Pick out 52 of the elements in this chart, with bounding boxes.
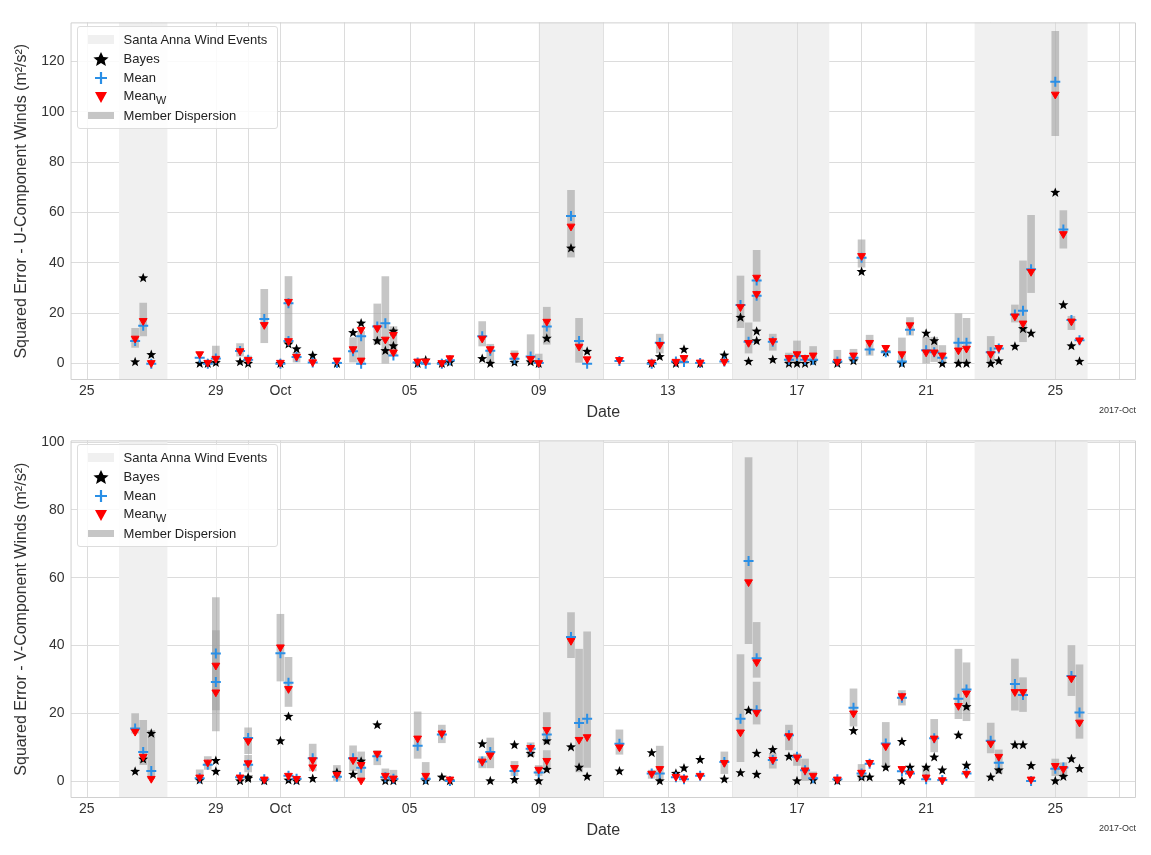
legend-label: Member Dispersion [123,108,237,124]
bar [575,648,583,773]
x-tick-label: 13 [660,800,676,817]
y-axis-title: Squared Error - U-Component Winds (m²/s²) [12,43,30,359]
x-tick-label: 09 [530,382,547,399]
x-tick-label: 09 [530,800,547,817]
text: 2017-Oct [1098,822,1137,833]
x-tick-label: 29 [208,382,224,399]
band-label: Santa Anna Wind Events [123,32,268,48]
x-axis-title: Date [586,820,621,838]
legend-label: Bayes [123,469,160,485]
x-tick-label: 21 [918,800,935,817]
bar [744,457,753,645]
legend-label: Mean$_{W}$ [123,506,167,524]
y-tick-label: 0 [56,771,65,788]
y-tick-label: 0 [56,354,65,371]
y-axis-title: Squared Error - V-Component Winds (m²/s²) [12,462,30,776]
legend-label: Member Dispersion [123,526,237,542]
bar [1027,214,1035,293]
y-tick-label: 100 [41,102,65,119]
x-tick-label: Oct [269,382,292,399]
x-tick-label: 25 [1047,800,1064,817]
bar [1051,30,1060,137]
legend-label: Bayes [123,51,160,67]
y-tick-label: 60 [48,203,65,220]
x-axis-title: Date [586,402,621,420]
y-tick-label: 100 [41,432,65,449]
y-tick-label: 80 [48,500,65,517]
x-tick-label: 25 [78,800,95,817]
y-tick-label: 60 [48,568,65,585]
x-tick-label: 05 [401,800,418,817]
y-tick-label: 40 [48,253,65,270]
y-tick-label: 80 [48,153,65,170]
x-tick-label: 17 [789,382,805,399]
y-tick-label: 20 [48,704,65,721]
x-tick-label: 17 [789,800,805,817]
y-tick-label: 40 [48,636,65,653]
bar [583,631,591,768]
x-tick-label: 05 [401,382,418,399]
x-tick-label: 13 [660,382,676,399]
legend-label: Mean [123,70,157,86]
band-label: Santa Anna Wind Events [123,450,268,466]
y-tick-label: 120 [41,52,65,69]
x-tick-label: 29 [208,800,224,817]
legend-label: Mean [123,488,157,504]
x-tick-label: Oct [269,800,292,817]
y-tick-label: 20 [48,304,65,321]
legend-label: Mean$_{W}$ [123,88,167,106]
x-tick-label: 21 [918,382,935,399]
x-tick-label: 25 [1047,382,1064,399]
x-tick-label: 25 [78,382,95,399]
text: 2017-Oct [1098,404,1137,415]
